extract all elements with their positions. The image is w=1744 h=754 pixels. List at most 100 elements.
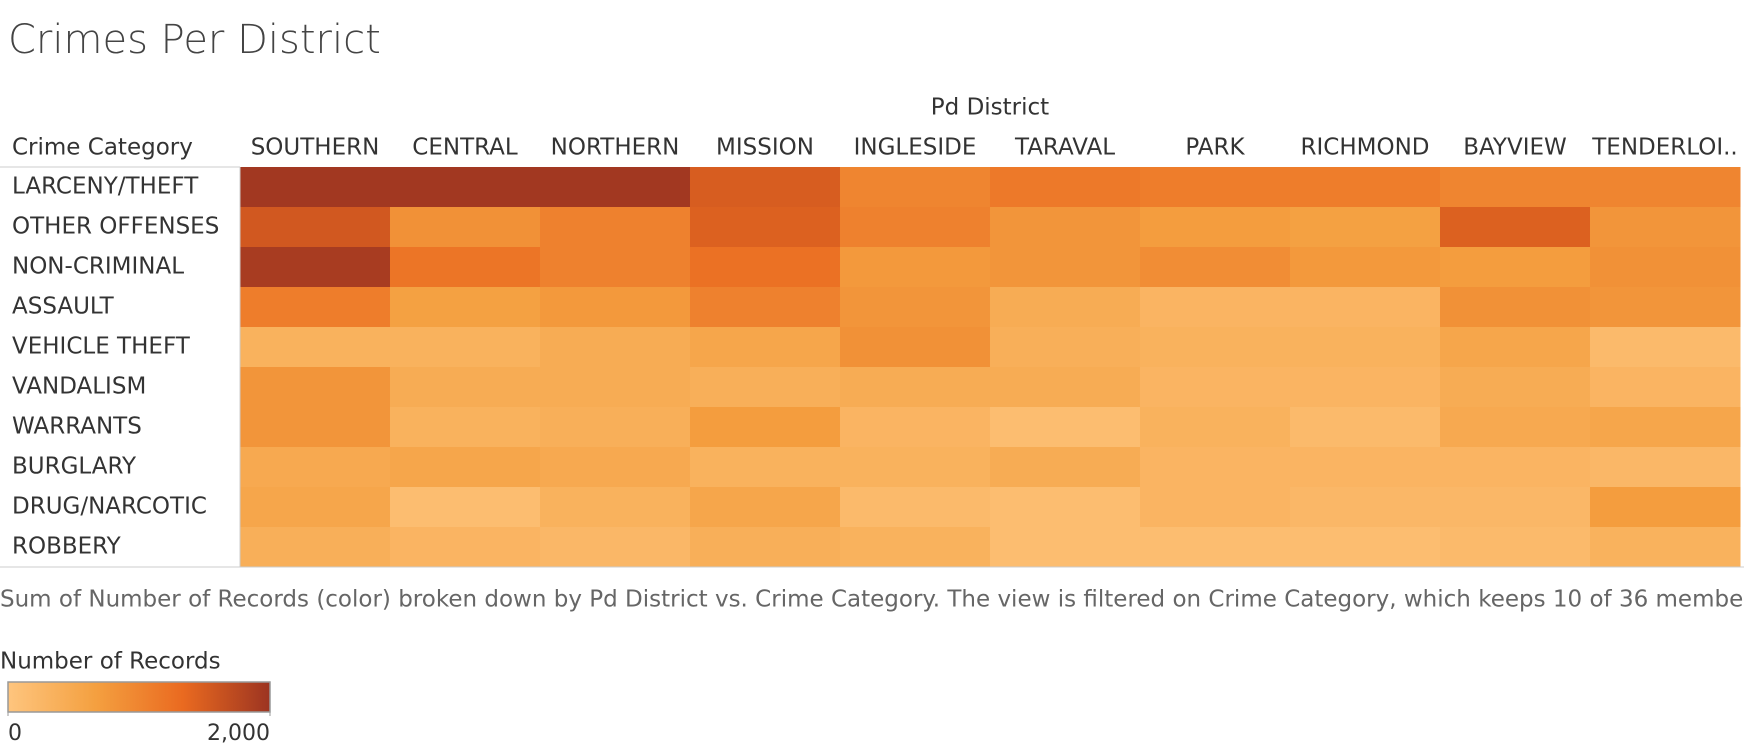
heatmap-cell [540, 407, 691, 448]
heatmap-cell [1140, 527, 1291, 568]
heatmap-cell [240, 367, 391, 408]
row-label: VEHICLE THEFT [12, 334, 191, 360]
heatmap-cell [840, 287, 991, 328]
heatmap-cell [690, 447, 841, 488]
heatmap-cell [540, 287, 691, 328]
y-axis-label: Crime Category [12, 135, 193, 161]
heatmap-cell [1440, 207, 1591, 248]
heatmap-cell [690, 527, 841, 568]
row-label: LARCENY/THEFT [12, 174, 199, 200]
heatmap-cell [390, 167, 541, 208]
heatmap-cell [1590, 247, 1741, 288]
heatmap-cell [690, 367, 841, 408]
heatmap-cell [240, 247, 391, 288]
row-label: ROBBERY [12, 534, 122, 560]
heatmap-cell [690, 287, 841, 328]
heatmap-cell [1440, 327, 1591, 368]
heatmap-cell [840, 207, 991, 248]
heatmap-cell [690, 487, 841, 528]
heatmap-cell [540, 367, 691, 408]
column-label: PARK [1185, 135, 1245, 161]
heatmap-cell [990, 167, 1141, 208]
heatmap-cell [1290, 327, 1441, 368]
heatmap-cell [1290, 207, 1441, 248]
heatmap-cell [1590, 447, 1741, 488]
heatmap-cell [990, 407, 1141, 448]
heatmap-cell [840, 367, 991, 408]
heatmap-cell [1590, 207, 1741, 248]
heatmap-cell [240, 167, 391, 208]
heatmap-cell [1440, 407, 1591, 448]
heatmap-cell [690, 167, 841, 208]
heatmap-cell [1440, 167, 1591, 208]
heatmap-cell [1140, 207, 1291, 248]
heatmap-cell [1290, 367, 1441, 408]
heatmap-cell [1590, 527, 1741, 568]
heatmap-cell [990, 367, 1141, 408]
column-label: RICHMOND [1301, 135, 1430, 161]
heatmap-cell [990, 527, 1141, 568]
column-label: MISSION [716, 135, 814, 161]
heatmap-cell [990, 247, 1141, 288]
heatmap-cell [840, 527, 991, 568]
column-label: CENTRAL [412, 135, 518, 161]
row-label: OTHER OFFENSES [12, 214, 219, 240]
heatmap-cell [240, 487, 391, 528]
heatmap-cell [1290, 487, 1441, 528]
heatmap-cell [1440, 447, 1591, 488]
heatmap-cell [1590, 487, 1741, 528]
heatmap-cell [1140, 327, 1291, 368]
heatmap-cell [840, 167, 991, 208]
heatmap-cell [840, 447, 991, 488]
row-label: ASSAULT [12, 294, 115, 320]
row-label: WARRANTS [12, 414, 142, 440]
heatmap-cell [1140, 287, 1291, 328]
heatmap-cell [690, 407, 841, 448]
heatmap-cell [540, 247, 691, 288]
heatmap-cell [240, 327, 391, 368]
heatmap-cell [1440, 287, 1591, 328]
heatmap-cell [390, 527, 541, 568]
heatmap-cell [240, 207, 391, 248]
heatmap-cell [1590, 407, 1741, 448]
heatmap-cell [390, 247, 541, 288]
heatmap-cell [390, 447, 541, 488]
row-label: DRUG/NARCOTIC [12, 494, 207, 520]
heatmap-cell [240, 447, 391, 488]
heatmap-cell [1440, 487, 1591, 528]
heatmap-cell [1140, 447, 1291, 488]
heatmap-cell [690, 207, 841, 248]
column-label: INGLESIDE [854, 135, 977, 161]
heatmap-cell [990, 207, 1141, 248]
heatmap-cell [1290, 287, 1441, 328]
heatmap-cell [1140, 487, 1291, 528]
legend-title: Number of Records [0, 649, 221, 675]
heatmap-cell [240, 527, 391, 568]
column-label: SOUTHERN [251, 135, 380, 161]
heatmap-cell [1290, 527, 1441, 568]
heatmap-cell [840, 487, 991, 528]
heatmap-cell [990, 447, 1141, 488]
heatmap-cell [1140, 247, 1291, 288]
heatmap-cell [690, 247, 841, 288]
heatmap-cell [540, 167, 691, 208]
heatmap-cell [390, 487, 541, 528]
heatmap-cell [990, 487, 1141, 528]
caption: Sum of Number of Records (color) broken … [0, 587, 1744, 613]
column-label: BAYVIEW [1463, 135, 1567, 161]
legend-tick-label: 0 [8, 721, 22, 746]
row-label: BURGLARY [12, 454, 137, 480]
row-label: NON-CRIMINAL [12, 254, 184, 280]
heatmap-cell [1590, 327, 1741, 368]
heatmap-cell [390, 407, 541, 448]
heatmap-cell [540, 487, 691, 528]
column-label: TARAVAL [1014, 135, 1115, 161]
heatmap-cell [1290, 407, 1441, 448]
heatmap-cell [990, 327, 1141, 368]
heatmap-cell [1590, 367, 1741, 408]
heatmap-cell [690, 327, 841, 368]
heatmap-cell [1290, 167, 1441, 208]
column-label: TENDERLOI.. [1591, 135, 1738, 161]
heatmap-cell [1440, 247, 1591, 288]
